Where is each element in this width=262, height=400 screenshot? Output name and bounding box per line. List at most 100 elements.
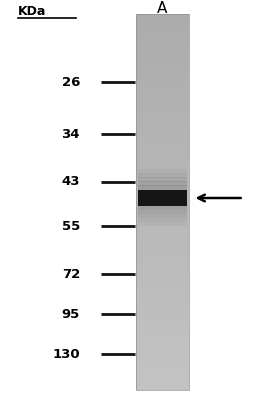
Bar [136,51,189,55]
Bar [136,55,189,59]
Bar [136,126,189,130]
Bar [138,222,187,226]
Bar [138,173,187,178]
Bar [136,149,189,153]
Bar [138,181,187,186]
Bar [136,378,189,382]
Bar [136,156,189,161]
Bar [136,382,189,386]
Bar [136,74,189,78]
Bar [136,160,189,164]
Bar [136,209,189,213]
Bar [136,326,189,330]
Bar [136,224,189,228]
Text: KDa: KDa [18,5,47,18]
Bar [136,70,189,74]
Bar [136,371,189,375]
Bar [136,333,189,337]
Bar [136,296,189,300]
Bar [136,168,189,172]
Bar [136,59,189,63]
Bar [136,236,189,240]
Bar [136,89,189,93]
Bar [136,360,189,364]
Bar [136,104,189,108]
Bar [136,318,189,322]
Bar [136,367,189,371]
Bar [136,32,189,36]
Bar [136,183,189,187]
Bar [136,100,189,104]
Bar [136,239,189,243]
Bar [136,17,189,22]
Bar [136,288,189,292]
Bar [136,14,189,18]
Bar [136,36,189,40]
Bar [136,341,189,345]
Text: 26: 26 [62,76,80,88]
Bar [136,220,189,224]
Bar [136,247,189,251]
Bar [136,258,189,262]
Bar [136,164,189,168]
Bar [138,169,187,174]
Bar [136,134,189,138]
Bar [136,179,189,183]
Text: 130: 130 [52,348,80,360]
Bar [136,266,189,270]
Bar [136,108,189,112]
Bar [136,153,189,157]
Bar [138,214,187,218]
Bar [136,138,189,142]
Bar [136,115,189,119]
Bar [136,250,189,255]
Text: A: A [157,1,168,16]
Bar [138,206,187,210]
Bar [136,232,189,236]
Bar [136,228,189,232]
Bar [136,344,189,349]
Bar [136,145,189,149]
Bar [136,44,189,48]
Bar [136,337,189,341]
Text: 34: 34 [61,128,80,140]
Bar [136,280,189,285]
Bar [136,111,189,116]
Bar [136,48,189,52]
Bar [136,330,189,334]
Bar [136,217,189,221]
Bar [136,386,189,390]
Bar [136,14,189,390]
Bar [136,62,189,67]
Bar [136,172,189,176]
Bar [136,186,189,191]
Text: 72: 72 [62,268,80,280]
Bar [138,210,187,214]
Bar [136,348,189,352]
Bar [136,322,189,326]
Bar [136,92,189,97]
Bar [136,273,189,277]
Bar [136,130,189,134]
Bar [136,254,189,258]
Bar [136,363,189,368]
Bar [136,142,189,146]
Bar [136,205,189,210]
Bar [136,277,189,281]
Text: 55: 55 [62,220,80,232]
Bar [138,218,187,222]
Bar [136,123,189,127]
Bar [136,40,189,44]
Bar [136,303,189,307]
Bar [136,190,189,194]
Bar [136,175,189,180]
Text: 43: 43 [61,176,80,188]
Bar [138,185,187,190]
Bar [136,314,189,318]
Bar [136,374,189,379]
Bar [136,194,189,198]
Bar [136,352,189,356]
Bar [136,119,189,123]
Bar [136,29,189,33]
Bar [136,307,189,311]
